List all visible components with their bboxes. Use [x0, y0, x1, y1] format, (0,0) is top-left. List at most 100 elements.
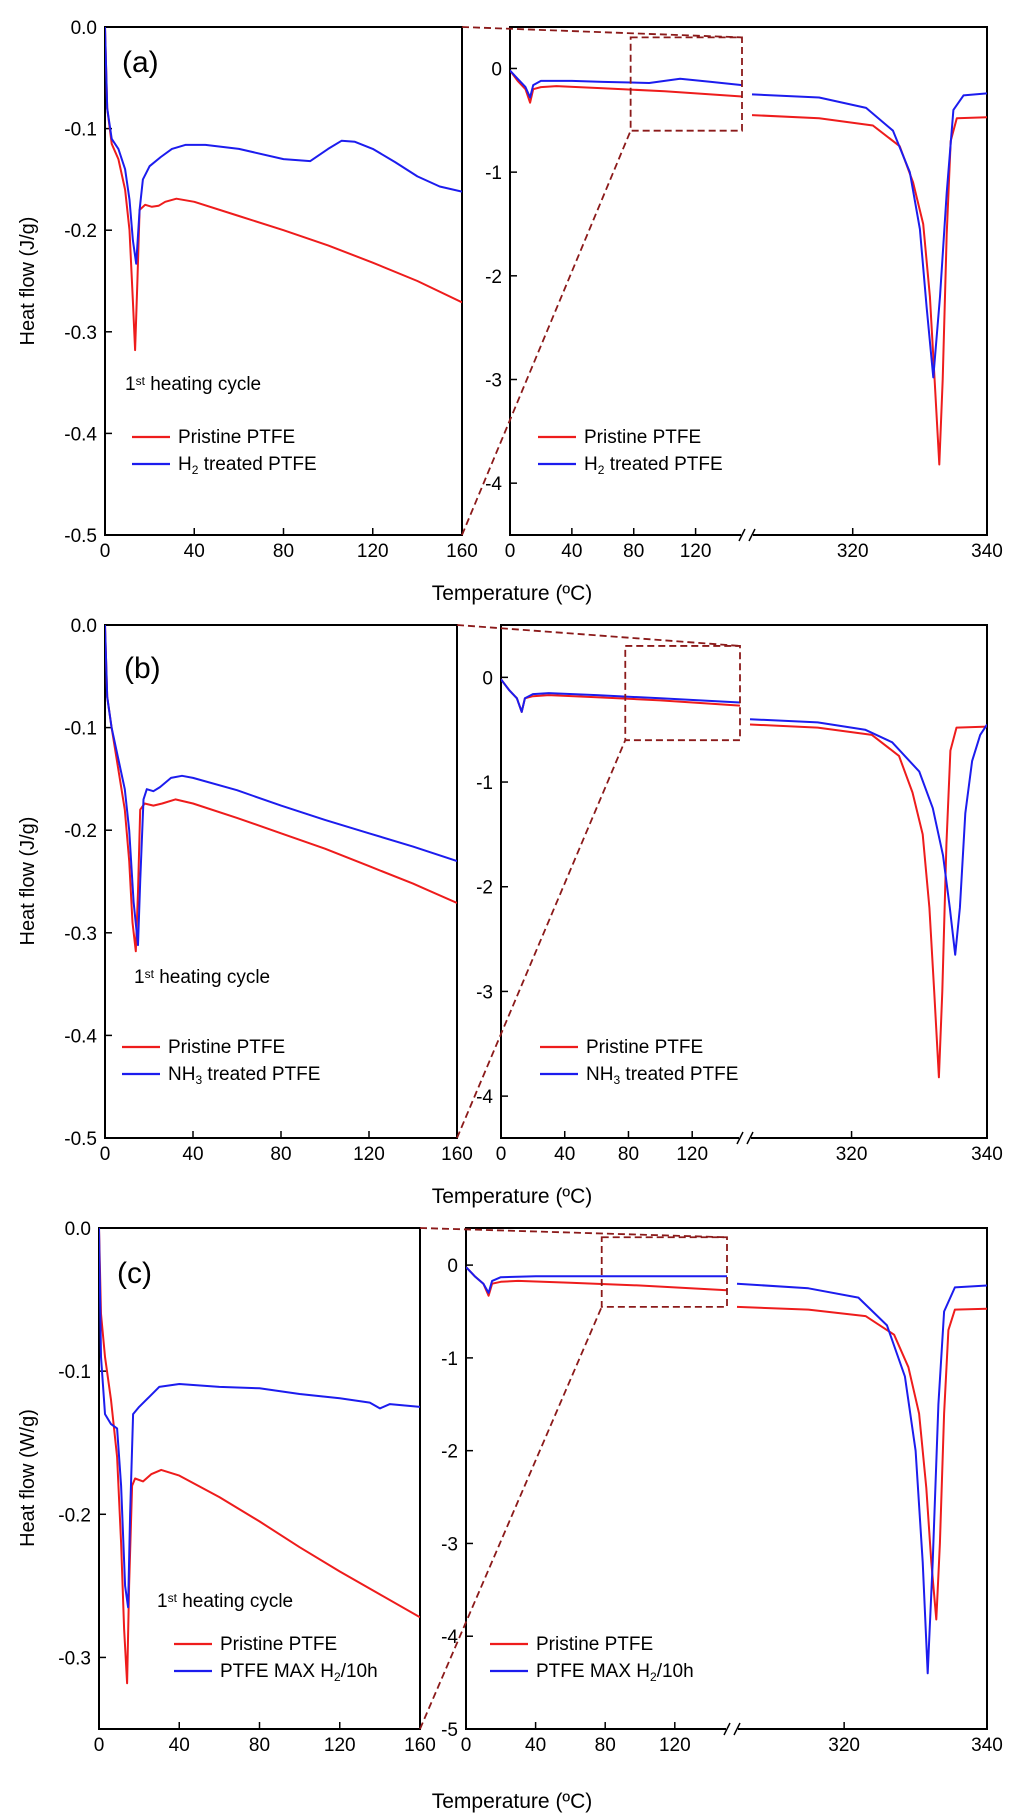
legend-entry-treated-rest: treated PTFE	[604, 454, 722, 475]
y-tick-label: -0.1	[58, 1362, 91, 1383]
legend-entry-treated-sub: 2	[192, 463, 199, 477]
x-tick-label: 120	[659, 1735, 691, 1756]
x-tick-label: 80	[623, 541, 644, 562]
heating-cycle-note-base: 1	[157, 1591, 168, 1612]
y-axis-label: Heat flow (J/g)	[17, 217, 39, 346]
axis-break-mark	[748, 528, 756, 542]
legend-entry-treated: H2 treated PTFE	[178, 454, 317, 477]
legend-entry-pristine: Pristine PTFE	[584, 427, 701, 448]
y-tick-label: -4	[476, 1087, 493, 1108]
legend-entry-treated-sub: 3	[613, 1073, 620, 1087]
y-tick-label: 0.0	[71, 18, 97, 39]
panel-a-left-chart: 0.0 -0.1 -0.2 -0.3 -0.4 -0.50 40 80 120 160 Heat f…	[17, 18, 478, 562]
axis-break-mark	[733, 1722, 741, 1736]
y-tick-label: -2	[476, 878, 493, 899]
x-tick-label: 40	[182, 1144, 203, 1165]
panel-a-right-chart: 0 -1 -2 -3 -4 0 40 80 120 320 340 Pristine PTFE H2 t…	[485, 26, 1003, 562]
legend-entry-treated: NH3 treated PTFE	[586, 1064, 738, 1087]
series-line-treated	[501, 678, 987, 956]
series-line-treated	[99, 1228, 420, 1609]
series-line-pristine	[105, 625, 457, 953]
legend-entry-treated-rest: /10h	[657, 1661, 694, 1682]
series-line-pristine	[99, 1228, 420, 1685]
legend-entry-treated-base: NH	[168, 1064, 195, 1085]
x-tick-label: 120	[353, 1144, 385, 1165]
legend-entry-treated-base: H	[584, 454, 598, 475]
panel-b-right-chart: 0 -1 -2 -3 -4 0 40 80 120 320 340 Pristine PTFE NH3 …	[476, 624, 1003, 1165]
legend-entry-treated-base: PTFE MAX H	[536, 1661, 650, 1682]
x-axis-label-b: Temperature (ºC)	[432, 1185, 593, 1208]
heating-cycle-note: 1st heating cycle	[157, 1591, 293, 1612]
heating-cycle-note-sup: st	[168, 1591, 178, 1605]
x-tick-label: 40	[525, 1735, 546, 1756]
x-axis-label-a: Temperature (ºC)	[432, 582, 593, 605]
x-tick-label: 0	[100, 1144, 111, 1165]
heating-cycle-note-base: 1	[125, 374, 136, 395]
y-tick-label: -0.5	[64, 526, 97, 547]
series-line-treated	[510, 69, 987, 379]
y-tick-label: -0.3	[64, 924, 97, 945]
x-tick-label: 40	[561, 541, 582, 562]
y-tick-label: 0	[447, 1256, 458, 1277]
legend-entry-treated-rest: treated PTFE	[620, 1064, 738, 1085]
x-tick-label: 120	[676, 1144, 708, 1165]
x-axis-label-c: Temperature (ºC)	[432, 1790, 593, 1813]
axis-break-gap	[726, 1726, 738, 1732]
panel-c-left-chart: 0.0 -0.1 -0.2 -0.3 0 40 80 120 160 Heat flow (W/g…	[17, 1219, 436, 1756]
y-axis-label: Heat flow (J/g)	[17, 817, 39, 946]
heating-cycle-note-rest: heating cycle	[177, 1591, 293, 1612]
x-tick-label: 0	[461, 1735, 472, 1756]
x-tick-label: 340	[971, 1144, 1003, 1165]
x-tick-label: 120	[357, 541, 389, 562]
y-tick-label: 0.0	[71, 616, 97, 637]
legend-entry-treated: PTFE MAX H2/10h	[536, 1661, 694, 1684]
legend-entry-treated: NH3 treated PTFE	[168, 1064, 320, 1087]
x-tick-label: 340	[971, 1735, 1003, 1756]
legend-entry-pristine: Pristine PTFE	[586, 1037, 703, 1058]
legend-entry-treated-rest: treated PTFE	[202, 1064, 320, 1085]
y-tick-label: -3	[476, 982, 493, 1003]
x-tick-label: 320	[828, 1735, 860, 1756]
x-tick-label: 80	[595, 1735, 616, 1756]
x-tick-label: 120	[680, 541, 712, 562]
x-tick-label: 40	[169, 1735, 190, 1756]
series-line-pristine	[105, 27, 462, 352]
legend-entry-treated-sub: 2	[334, 1670, 341, 1684]
y-tick-label: -2	[485, 267, 502, 288]
legend-entry-treated: PTFE MAX H2/10h	[220, 1661, 378, 1684]
legend-entry-treated-base: PTFE MAX H	[220, 1661, 334, 1682]
x-tick-label: 120	[324, 1735, 356, 1756]
x-tick-label: 160	[446, 541, 478, 562]
legend-entry-treated-sub: 3	[195, 1073, 202, 1087]
heating-cycle-note-sup: st	[145, 967, 155, 981]
y-tick-label: -0.5	[64, 1129, 97, 1150]
panel-label: (c)	[117, 1257, 152, 1290]
legend-entry-pristine: Pristine PTFE	[536, 1634, 653, 1655]
panel-label: (b)	[124, 652, 161, 685]
y-tick-label: -4	[485, 474, 502, 495]
y-tick-label: -1	[441, 1349, 458, 1370]
zoom-region-box	[629, 36, 743, 132]
legend-entry-treated-rest: /10h	[341, 1661, 378, 1682]
zoom-connector-line	[461, 130, 632, 536]
x-tick-label: 0	[94, 1735, 105, 1756]
axis-break-gap	[741, 532, 753, 538]
x-tick-label: 340	[971, 541, 1003, 562]
y-tick-label: -3	[441, 1534, 458, 1555]
axis-break-mark	[738, 528, 746, 542]
x-tick-label: 80	[618, 1144, 639, 1165]
zoom-connectors	[419, 26, 743, 1730]
y-tick-label: -1	[476, 773, 493, 794]
axis-break-mark	[746, 1131, 754, 1145]
panel-label: (a)	[122, 46, 159, 79]
y-tick-label: 0	[491, 59, 502, 80]
x-tick-label: 40	[184, 541, 205, 562]
heating-cycle-note: 1st heating cycle	[125, 374, 261, 395]
heating-cycle-note-sup: st	[136, 374, 146, 388]
legend-entry-treated-rest: treated PTFE	[198, 454, 316, 475]
zoom-region-box	[600, 1236, 728, 1308]
y-tick-label: -0.2	[64, 221, 97, 242]
zoom-connector-line	[461, 26, 743, 39]
legend-entry-treated-base: H	[178, 454, 192, 475]
